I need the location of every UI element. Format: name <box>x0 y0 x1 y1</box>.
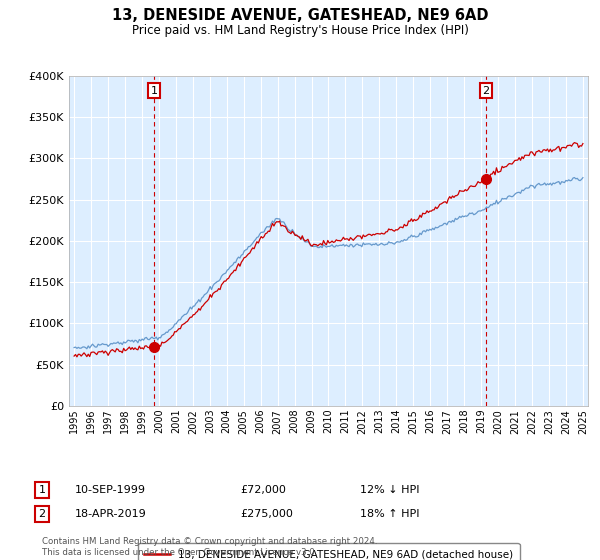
Text: 1: 1 <box>151 86 157 96</box>
Text: 2: 2 <box>38 509 46 519</box>
Text: 13, DENESIDE AVENUE, GATESHEAD, NE9 6AD: 13, DENESIDE AVENUE, GATESHEAD, NE9 6AD <box>112 8 488 24</box>
Text: £275,000: £275,000 <box>240 509 293 519</box>
Text: 18-APR-2019: 18-APR-2019 <box>75 509 147 519</box>
Text: Price paid vs. HM Land Registry's House Price Index (HPI): Price paid vs. HM Land Registry's House … <box>131 24 469 36</box>
Text: 10-SEP-1999: 10-SEP-1999 <box>75 485 146 495</box>
Text: 12% ↓ HPI: 12% ↓ HPI <box>360 485 419 495</box>
Text: 1: 1 <box>38 485 46 495</box>
Legend: 13, DENESIDE AVENUE, GATESHEAD, NE9 6AD (detached house), HPI: Average price, de: 13, DENESIDE AVENUE, GATESHEAD, NE9 6AD … <box>137 543 520 560</box>
Text: 2: 2 <box>482 86 490 96</box>
Text: £72,000: £72,000 <box>240 485 286 495</box>
Text: Contains HM Land Registry data © Crown copyright and database right 2024.
This d: Contains HM Land Registry data © Crown c… <box>42 537 377 557</box>
Text: 18% ↑ HPI: 18% ↑ HPI <box>360 509 419 519</box>
